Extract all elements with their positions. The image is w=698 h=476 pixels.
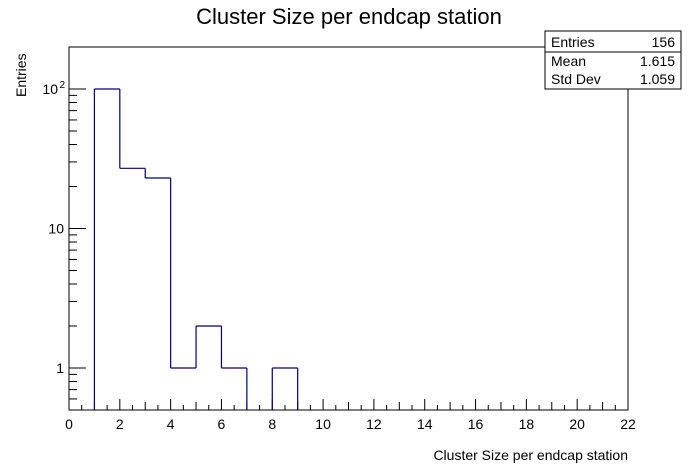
x-tick-label: 4 xyxy=(167,416,175,432)
y-axis-ticks xyxy=(69,46,86,411)
x-axis-tick-labels: 0 2 4 6 8 10 12 14 16 18 20 22 xyxy=(65,416,636,432)
x-tick-label: 14 xyxy=(417,416,433,432)
stats-entries-value: 156 xyxy=(652,34,676,50)
x-tick-label: 10 xyxy=(315,416,331,432)
x-tick-label: 2 xyxy=(116,416,124,432)
chart-title: Cluster Size per endcap station xyxy=(196,4,502,29)
x-axis-ticks xyxy=(68,399,629,410)
x-tick-label: 22 xyxy=(620,416,636,432)
x-tick-label: 12 xyxy=(366,416,382,432)
y-axis-label: Entries xyxy=(13,53,29,97)
x-tick-label: 0 xyxy=(65,416,73,432)
histogram-bins xyxy=(93,88,299,410)
x-tick-label: 8 xyxy=(268,416,276,432)
stats-mean-label: Mean xyxy=(551,53,586,69)
stats-stddev-value: 1.059 xyxy=(640,71,675,87)
x-axis-label: Cluster Size per endcap station xyxy=(433,447,628,463)
x-tick-label: 18 xyxy=(519,416,535,432)
x-tick-label: 16 xyxy=(468,416,484,432)
y-tick-label: 10 xyxy=(42,81,58,97)
stats-stddev-label: Std Dev xyxy=(551,71,601,87)
x-tick-label: 6 xyxy=(218,416,226,432)
x-tick-label: 20 xyxy=(569,416,585,432)
plot-frame xyxy=(68,46,629,411)
stats-box: Entries 156 Mean 1.615 Std Dev 1.059 xyxy=(544,30,682,90)
y-tick-label: 1 xyxy=(56,360,64,376)
y-tick-label: 10 xyxy=(48,221,64,237)
y-tick-label-exponent: 2 xyxy=(59,80,65,91)
stats-entries-label: Entries xyxy=(551,34,595,50)
stats-mean-value: 1.615 xyxy=(640,53,675,69)
stats-box-frame xyxy=(544,30,682,90)
